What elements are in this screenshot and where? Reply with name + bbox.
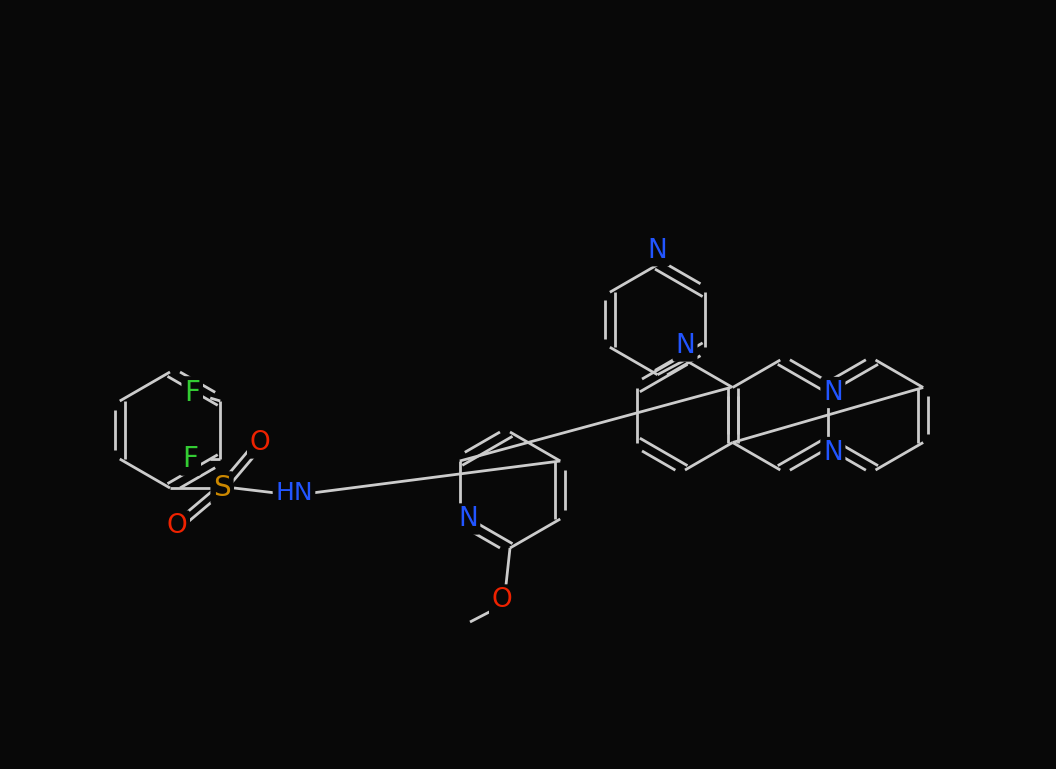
Text: F: F [183,445,199,473]
Text: F: F [184,379,201,407]
Text: O: O [249,430,270,456]
Text: N: N [458,506,477,532]
Text: N: N [823,379,843,405]
Text: N: N [675,333,695,359]
Text: N: N [823,440,843,465]
Text: O: O [492,587,512,613]
Text: O: O [167,513,187,539]
Text: S: S [213,474,231,502]
Text: N: N [647,238,667,264]
Text: HN: HN [276,481,313,505]
